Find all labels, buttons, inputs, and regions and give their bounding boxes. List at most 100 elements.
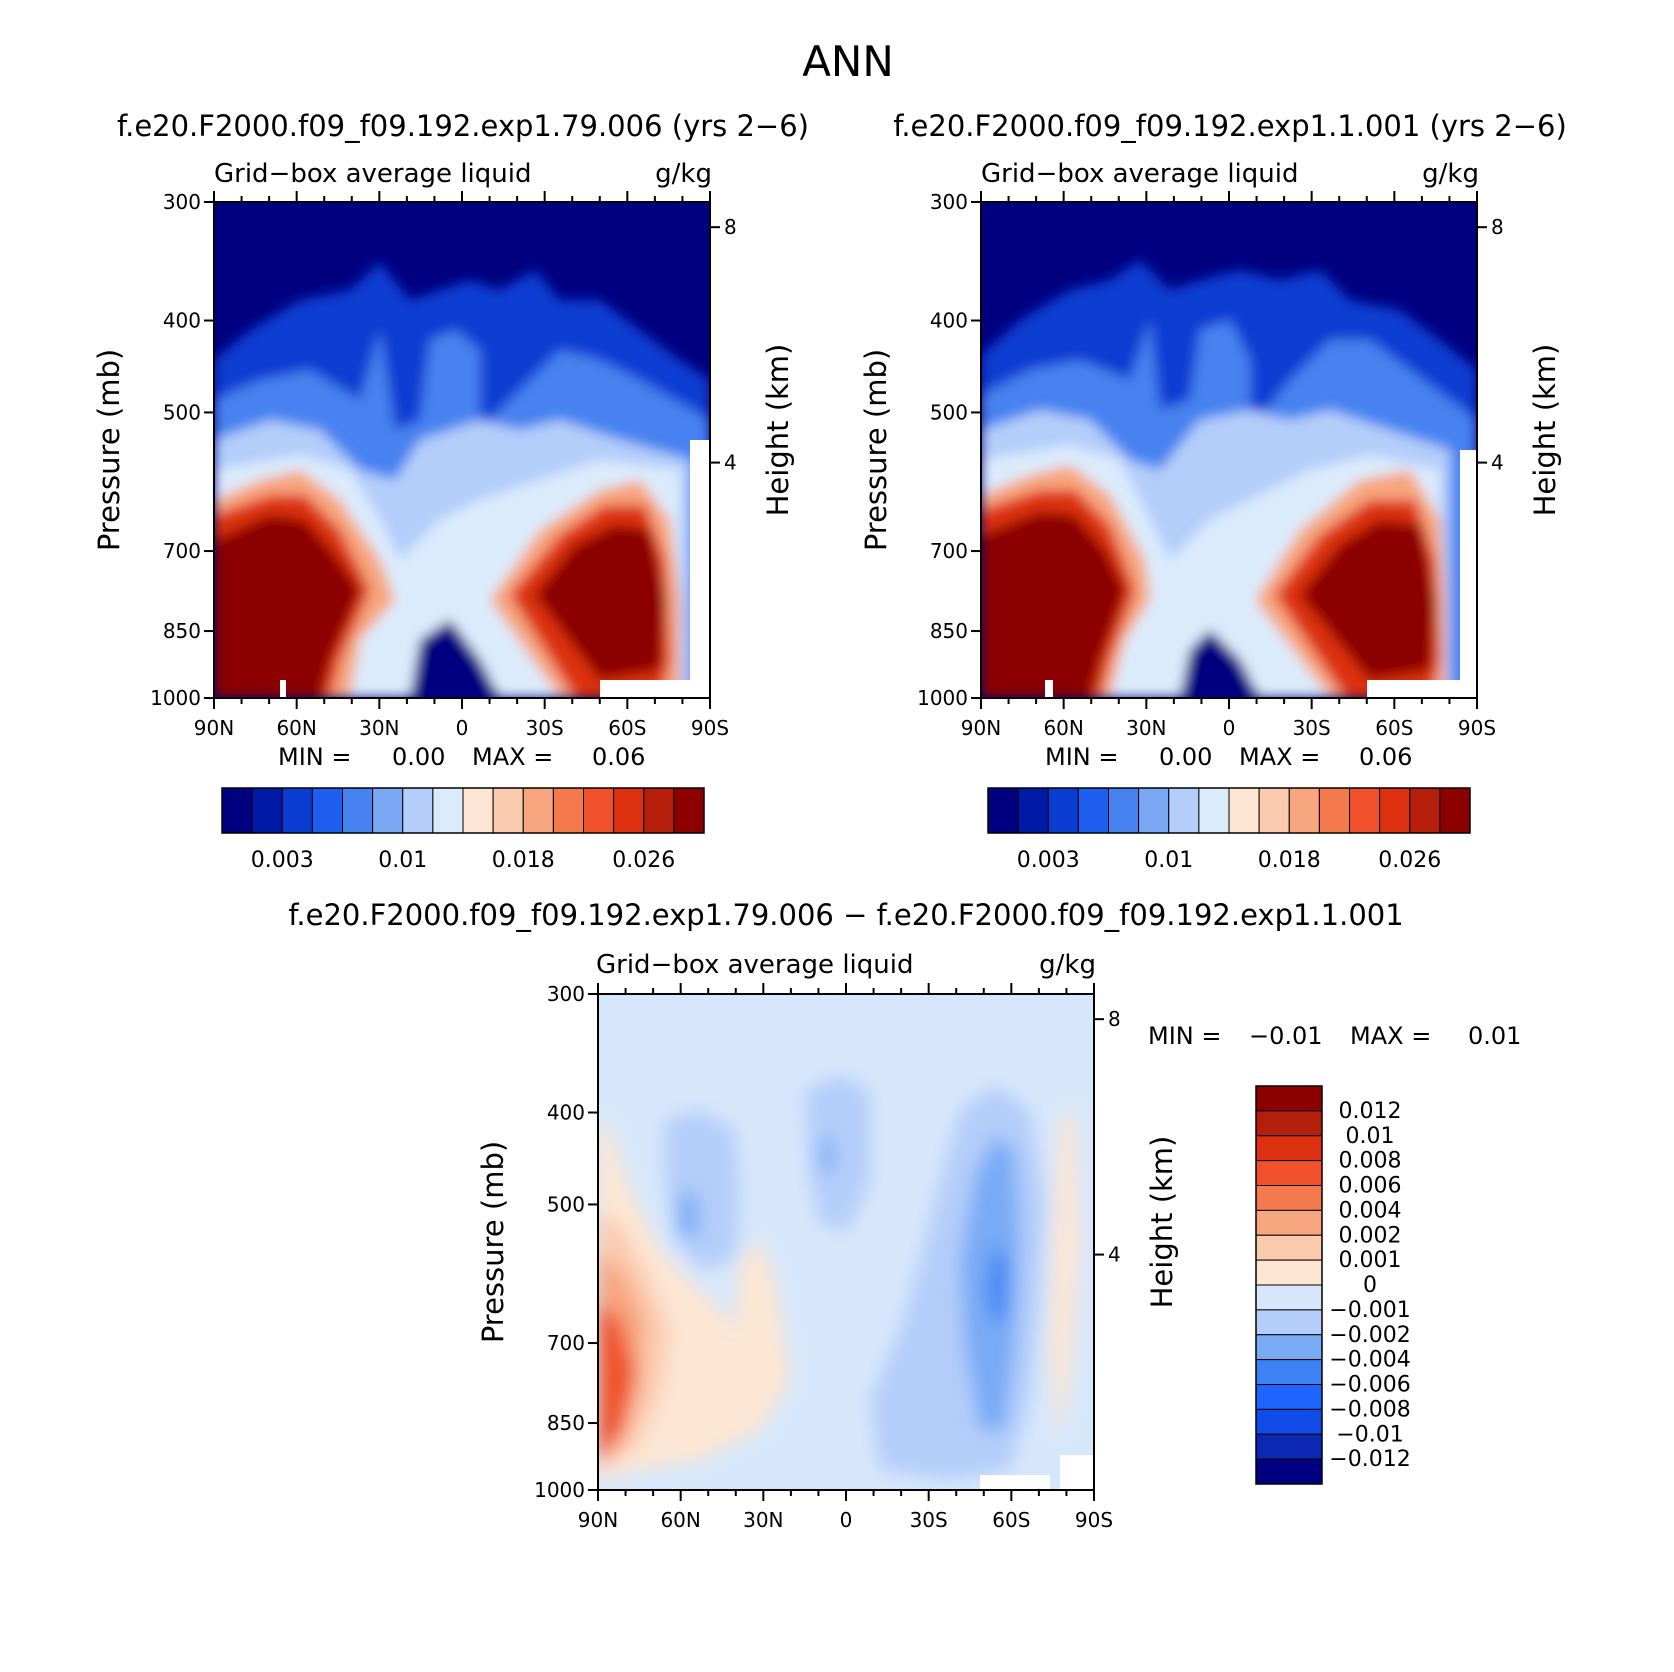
panel-3-cbar-box-9 [1255,1309,1323,1336]
panel-2-cbar-box-11 [1318,787,1350,834]
panel-3-xtick-label-0: 90N [578,1508,618,1532]
panel-3-colorbar: 0.0120.010.0080.0060.0040.0020.0010−0.00… [1255,1085,1411,1485]
panel-1-cbar-label-2: 0.018 [492,848,555,873]
panel-2-ytick-label-3: 700 [930,539,968,563]
panel-1-cbar-label-1: 0.01 [378,848,427,873]
panel-1-y2tick-label-1: 4 [724,451,737,475]
panel-3-cbar-label-3: 0.006 [1339,1174,1402,1199]
panel-1-cbar-box-2 [281,787,313,834]
panel-3-units: g/kg [1039,950,1096,980]
panel-1-contour-nh-low-cloud-core [214,515,360,698]
panel-3-xtick-label-2: 30N [743,1508,783,1532]
panel-3-contour-red-mid [735,1240,780,1420]
panel-1-xtick-label-5: 60S [608,716,646,740]
panel-3-ytick-label-0: 300 [547,982,585,1006]
panel-3-cbar-box-1 [1255,1110,1323,1137]
panel-1-max-value: 0.06 [592,743,645,771]
panel-1-cbar-box-12 [583,787,615,834]
panel-1-xtick-label-3: 0 [456,716,469,740]
panel-3-cbar-box-3 [1255,1160,1323,1186]
panel-2-min-label: MIN = [1045,743,1118,771]
panel-2-xtick-label-4: 30S [1293,716,1331,740]
panel-1-colorbar: 0.003 0.01 0.018 0.026 [221,787,705,873]
panel-3-max-label: MAX = [1350,1022,1431,1050]
panel-2-cbar-frame [987,787,1471,834]
panel-2-cbar-label-2: 0.018 [1258,848,1321,873]
panel-3-cbar-label-14: −0.012 [1329,1447,1410,1472]
panel-2-cbar-box-8 [1228,787,1260,834]
panel-3-xtick-label-4: 30S [910,1508,948,1532]
panel-2-ylabel2: Height (km) [1528,344,1562,517]
panel-1-left-label: Grid−box average liquid [214,159,531,189]
panel-3-cbar-label-6: 0.001 [1339,1248,1402,1273]
panel-1-cbar-box-9 [492,787,524,834]
panel-1-xtick-label-1: 60N [276,716,316,740]
panel-1-axes: 300 400 500 700 850 1000 8 4 90N 60N 30N 0 30S 60S 90S… [92,190,795,740]
panel-2-axes: 300 400 500 700 850 1000 8 4 90N 60N 30N 0 30S 60S 90S… [859,190,1562,740]
panel-2-cbar-box-3 [1077,787,1109,834]
panel-2-ytick-label-5: 1000 [917,686,968,710]
panel-2-cbar-box-9 [1258,787,1290,834]
panel-1-min-label: MIN = [278,743,351,771]
panel-3-cbar-label-13: −0.01 [1336,1422,1403,1447]
panel-2: f.e20.F2000.f09_f09.192.exp1.1.001 (yrs … [859,109,1567,873]
panel-2-min-value: 0.00 [1159,743,1212,771]
panel-1-ytick-label-1: 400 [163,309,201,333]
panel-3-cbar-box-14 [1255,1433,1323,1460]
panel-2-cbar-box-6 [1168,787,1200,834]
panel-1-ylabel: Pressure (mb) [92,349,126,551]
panel-3-cbar-label-0: 0.012 [1339,1099,1402,1124]
panel-2-left-label: Grid−box average liquid [981,159,1298,189]
panel-3-cbar-box-2 [1255,1135,1323,1162]
panel-2-cbar-box-15 [1439,787,1471,834]
panel-1-ytick-label-5: 1000 [150,686,201,710]
panel-2-contour-trop-min [1180,630,1260,698]
panel-1-cbar-box-6 [402,787,434,834]
panel-2-xtick-label-5: 60S [1375,716,1413,740]
panel-3-axes: 300 400 500 700 850 1000 8 4 90N 60N 30N 0 30S 60S 90S… [476,982,1179,1532]
panel-2-cbar-box-14 [1409,787,1441,834]
panel-3-cbar-box-6 [1255,1234,1323,1261]
panel-1-cbar-box-1 [251,787,283,834]
panel-1-cbar-box-7 [432,787,464,834]
panel-2-y2tick-label-0: 8 [1491,215,1504,239]
panel-1-contour-sh-low-cloud-core [535,525,665,680]
panel-2-ylabel: Pressure (mb) [859,349,893,551]
panel-2-cbar-box-13 [1379,787,1411,834]
panel-3-ytick-label-1: 400 [547,1101,585,1125]
panel-1-ytick-label-0: 300 [163,190,201,214]
panel-1-cbar-label-0: 0.003 [251,848,314,873]
panel-3-cbar-label-11: −0.006 [1329,1373,1410,1398]
panel-2-cbar-box-5 [1138,787,1170,834]
panel-1-cbar-box-10 [522,787,554,834]
panel-1-cbar-box-5 [372,787,404,834]
panel-3-cbar-label-12: −0.008 [1329,1397,1410,1422]
panel-2-cbar-box-1 [1017,787,1049,834]
panel-2-cbar-box-10 [1288,787,1320,834]
panel-3-ytick-label-3: 700 [547,1331,585,1355]
panel-1: f.e20.F2000.f09_f09.192.exp1.79.006 (yrs… [92,109,809,873]
panel-3-ylabel: Pressure (mb) [476,1141,510,1343]
panel-3-plot-area [598,994,1094,1490]
panel-1-max-label: MAX = [472,743,553,771]
panel-3-ytick-label-5: 1000 [534,1478,585,1502]
panel-1-cbar-label-3: 0.026 [612,848,675,873]
panel-2-cbar-box-4 [1108,787,1140,834]
panel-2-xtick-label-0: 90N [961,716,1001,740]
panel-3-cbar-label-5: 0.002 [1339,1223,1402,1248]
panel-2-xtick-label-6: 90S [1458,716,1496,740]
panel-3-xtick-label-6: 90S [1075,1508,1113,1532]
panel-1-xtick-label-4: 30S [526,716,564,740]
panel-3-cbar-label-10: −0.004 [1329,1348,1410,1373]
panel-2-contour-nh-low-cloud-core [981,512,1125,698]
panel-3-contour-blue-trop [805,1075,870,1230]
panel-1-xtick-label-0: 90N [194,716,234,740]
panel-3-cbar-label-4: 0.004 [1339,1198,1402,1223]
panel-2-xtick-label-1: 60N [1043,716,1083,740]
panel-2-plot-area [981,202,1477,698]
panel-1-cbar-box-15 [673,787,705,834]
panel-1-min-value: 0.00 [392,743,445,771]
panel-3-contour-blue-sh-inner [988,1245,1008,1325]
panel-3-max-value: 0.01 [1468,1022,1521,1050]
